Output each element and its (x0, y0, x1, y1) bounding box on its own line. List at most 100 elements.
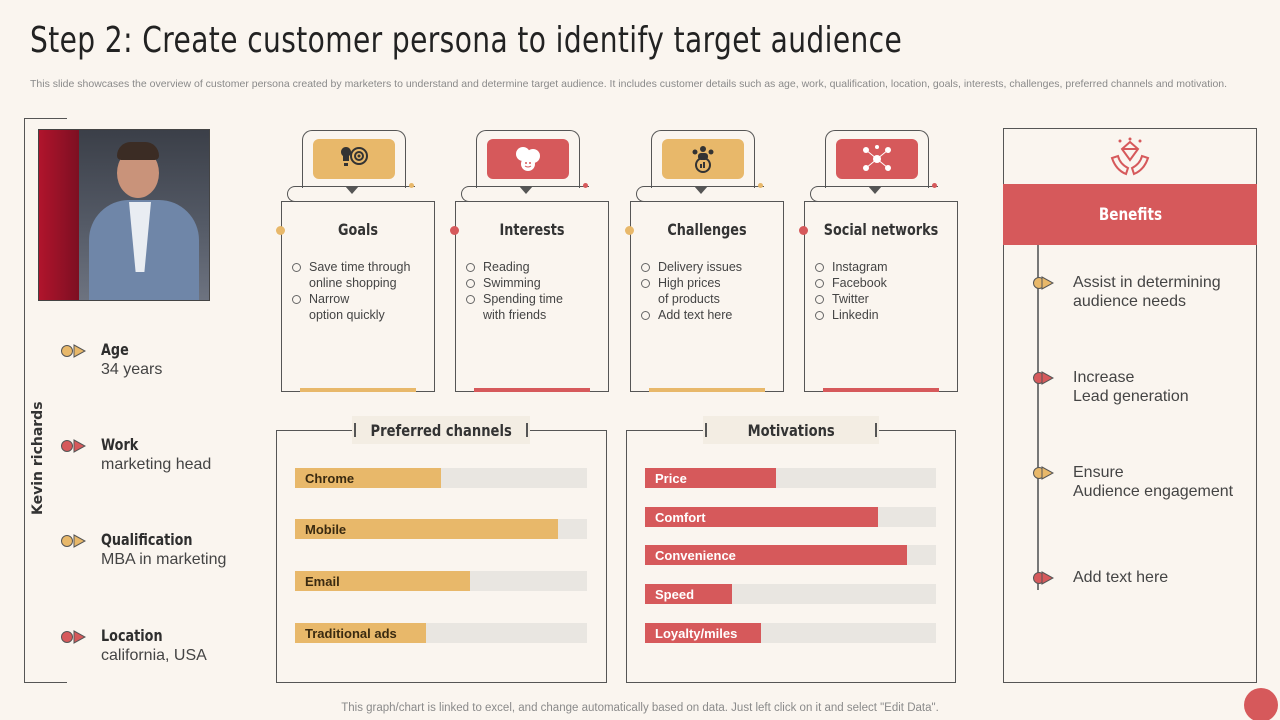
card-list: Delivery issues High prices of products Ad… (640, 259, 742, 323)
bar-fill (295, 468, 441, 488)
bar-row: Traditional ads (295, 623, 587, 643)
card-pointer-icon (694, 186, 708, 194)
card-accent-bar (649, 388, 765, 392)
bar-fill (645, 545, 907, 565)
bar-label: Loyalty/miles (655, 626, 738, 641)
card-dot (276, 226, 285, 235)
bar-fill (645, 507, 878, 527)
attribute-value: marketing head (101, 456, 212, 473)
footer-note: This graph/chart is linked to excel, and… (341, 702, 939, 714)
card-dot (625, 226, 634, 235)
bullet-marker-icon (1032, 571, 1055, 585)
bar-fill (645, 468, 776, 488)
corner-circle (1244, 688, 1278, 720)
bar-label: Email (305, 574, 340, 589)
attribute-value: california, USA (101, 647, 207, 664)
bar-row: Price (645, 468, 936, 488)
card-list-item: Delivery issues (640, 259, 742, 275)
bar-label: Traditional ads (305, 626, 397, 641)
benefits-connector (1037, 245, 1039, 590)
motivations-title: Motivations (703, 416, 879, 444)
bar-label: Price (655, 471, 687, 486)
card-top-line (804, 201, 958, 202)
bar-fill (295, 571, 471, 591)
benefit-text: Increase Lead generation (1073, 369, 1189, 405)
bar-row: Convenience (645, 545, 936, 565)
bullet-marker-icon (60, 344, 90, 358)
persona-name: Kevin richards (30, 401, 46, 515)
bar-label: Chrome (305, 471, 355, 486)
page-title: Step 2: Create customer persona to ident… (30, 20, 903, 61)
card-list: Reading Swimming Spending time with friend… (465, 259, 563, 323)
attribute-label: Work (101, 435, 139, 454)
card-dot (450, 226, 459, 235)
bullet-marker-icon (60, 439, 90, 453)
bar-fill (645, 623, 762, 643)
bar-row: Comfort (645, 507, 936, 527)
card-list-item: Spending time with friends (465, 291, 563, 323)
persona-panel (24, 118, 67, 683)
hands-diamond-icon (1108, 136, 1152, 178)
card-dot (799, 226, 808, 235)
card-list-item: Linkedin (814, 307, 888, 323)
bar-fill (295, 519, 558, 539)
card-tab-dot (583, 183, 588, 188)
benefits-panel (1003, 128, 1257, 683)
target-idea-icon (313, 139, 395, 179)
bar-label: Speed (655, 587, 695, 602)
bullet-marker-icon (60, 534, 90, 548)
bar-label: Comfort (655, 510, 706, 525)
bar-fill (295, 623, 427, 643)
team-chart-icon (662, 139, 744, 179)
card-pointer-icon (868, 186, 882, 194)
card-tab-dot (409, 183, 414, 188)
emoji-faces-icon (487, 139, 569, 179)
card-list-item: Add text here (640, 307, 742, 323)
card-list-item: Save time through online shopping (291, 259, 410, 291)
card-accent-bar (300, 388, 416, 392)
preferred-channels-title: Preferred channels (352, 416, 530, 444)
bar-fill (645, 584, 733, 604)
card-pointer-icon (519, 186, 533, 194)
benefit-text: Ensure Audience engagement (1073, 464, 1234, 500)
card-list-item: Facebook (814, 275, 888, 291)
network-nodes-icon (836, 139, 918, 179)
card-list-item: Swimming (465, 275, 563, 291)
card-icon-frame (651, 130, 755, 188)
card-list: Save time through online shopping Narrow … (291, 259, 410, 323)
card-list-item: Twitter (814, 291, 888, 307)
bullet-marker-icon (60, 630, 90, 644)
bar-label: Convenience (655, 548, 736, 563)
card-title: Challenges (667, 220, 747, 239)
bar-row: Loyalty/miles (645, 623, 936, 643)
card-title: Goals (338, 220, 378, 239)
card-accent-bar (823, 388, 939, 392)
bar-row: Speed (645, 584, 936, 604)
card-top-line (281, 201, 435, 202)
bar-row: Email (295, 571, 587, 591)
card-list-item: Reading (465, 259, 563, 275)
attribute-label: Qualification (101, 530, 193, 549)
bullet-marker-icon (1032, 466, 1055, 480)
card-icon-frame (302, 130, 406, 188)
card-list: Instagram Facebook Twitter Linkedin (814, 259, 888, 323)
card-accent-bar (474, 388, 590, 392)
card-top-line (455, 201, 609, 202)
benefit-text: Assist in determining audience needs (1073, 274, 1221, 310)
benefit-text: Add text here (1073, 569, 1169, 586)
card-top-line (630, 201, 784, 202)
card-title: Social networks (823, 220, 939, 239)
attribute-value: MBA in marketing (101, 551, 227, 568)
card-tab-dot (932, 183, 937, 188)
card-list-item: Instagram (814, 259, 888, 275)
card-title: Interests (499, 220, 565, 239)
attribute-label: Location (101, 626, 163, 645)
card-tab-dot (758, 183, 763, 188)
card-icon-frame (476, 130, 580, 188)
card-list-item: Narrow option quickly (291, 291, 410, 323)
benefits-header: Benefits (1003, 184, 1257, 245)
card-pointer-icon (345, 186, 359, 194)
attribute-value: 34 years (101, 361, 163, 378)
card-icon-frame (825, 130, 929, 188)
bullet-marker-icon (1032, 276, 1055, 290)
